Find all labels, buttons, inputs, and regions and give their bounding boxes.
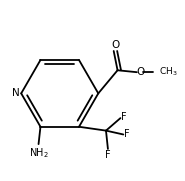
Text: CH$_3$: CH$_3$ <box>159 66 178 78</box>
Text: NH$_2$: NH$_2$ <box>29 146 48 160</box>
Text: F: F <box>121 111 127 122</box>
Text: N: N <box>12 88 20 98</box>
Text: O: O <box>111 40 119 50</box>
Text: F: F <box>124 129 130 140</box>
Text: O: O <box>137 67 145 77</box>
Text: F: F <box>105 150 111 160</box>
